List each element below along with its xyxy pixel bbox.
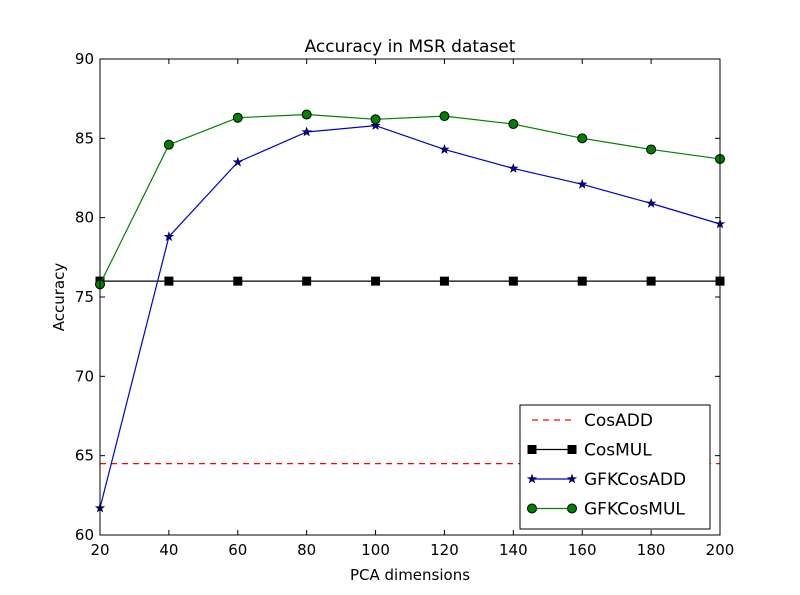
data-point — [301, 126, 312, 137]
series-gfkcosadd — [94, 120, 726, 513]
x-tick-label: 80 — [297, 541, 316, 559]
series-cosmul — [95, 276, 725, 286]
data-point — [577, 276, 587, 286]
series-gfkcosmul — [95, 109, 725, 290]
data-point — [577, 133, 588, 144]
data-point — [439, 276, 449, 286]
x-tick-label: 160 — [568, 541, 597, 559]
data-point — [508, 163, 519, 173]
data-point — [645, 197, 657, 208]
x-tick-label: 120 — [430, 541, 459, 559]
data-point — [232, 112, 243, 123]
chart-title: Accuracy in MSR dataset — [305, 37, 516, 57]
data-point — [370, 114, 381, 125]
y-tick-label: 60 — [75, 526, 94, 544]
data-point — [233, 276, 243, 286]
y-tick-label: 75 — [75, 288, 94, 306]
legend-marker — [526, 473, 538, 484]
x-tick-label: 40 — [159, 541, 178, 559]
data-point — [302, 276, 312, 286]
x-axis-label: PCA dimensions — [350, 566, 470, 584]
data-point — [646, 144, 657, 155]
data-point — [163, 139, 174, 150]
data-point — [577, 178, 588, 189]
data-point — [370, 120, 381, 131]
y-tick-label: 90 — [75, 50, 94, 68]
data-point — [646, 276, 656, 286]
series-line — [99, 113, 721, 285]
legend-label: CosMUL — [584, 441, 652, 461]
data-point — [163, 231, 175, 242]
data-point — [439, 144, 450, 154]
x-tick-label: 200 — [706, 541, 735, 559]
series-line — [99, 125, 721, 509]
y-tick-label: 85 — [75, 129, 94, 147]
data-point — [508, 119, 519, 130]
legend-label: CosADD — [584, 411, 653, 431]
data-point — [301, 109, 312, 120]
x-tick-label: 60 — [228, 541, 247, 559]
data-point — [232, 156, 243, 167]
legend-label: GFKCosADD — [584, 470, 686, 490]
data-point — [439, 111, 450, 122]
legend-marker — [567, 503, 577, 514]
data-point — [508, 276, 518, 286]
x-tick-label: 100 — [361, 541, 390, 559]
x-tick-label: 20 — [90, 541, 109, 559]
legend-label: GFKCosMUL — [584, 500, 685, 520]
legend-marker — [527, 445, 537, 454]
x-tick-label: 140 — [499, 541, 528, 559]
legend-marker — [567, 445, 577, 454]
legend-marker — [527, 503, 537, 514]
legend-marker — [566, 473, 578, 484]
data-point — [164, 276, 174, 286]
y-axis-label: Accuracy — [50, 263, 68, 332]
y-tick-label: 80 — [75, 209, 94, 227]
data-point — [371, 276, 381, 286]
legend: CosADD CosMUL GFKCosADD GFKCosMUL — [519, 404, 711, 530]
y-tick-label: 70 — [75, 367, 94, 385]
y-tick-label: 65 — [75, 447, 94, 465]
x-tick-label: 180 — [637, 541, 666, 559]
